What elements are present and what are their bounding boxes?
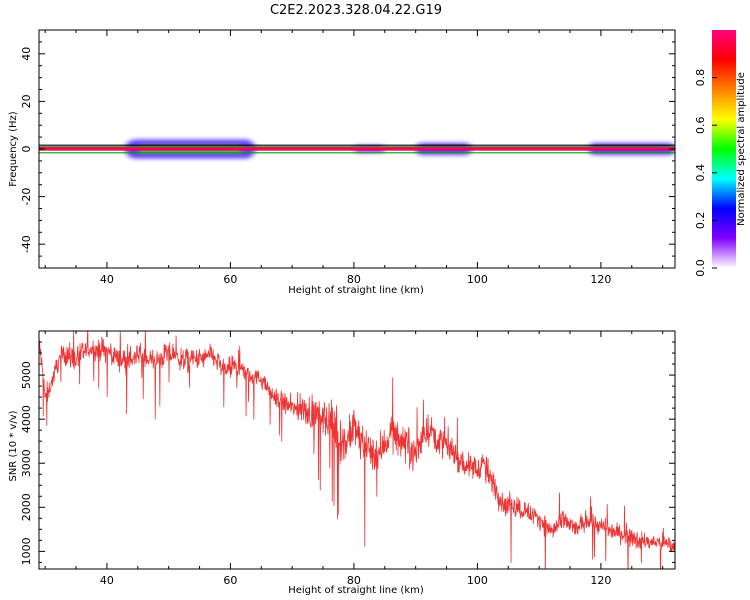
- snr-y-axis-label: SNR (10 * v/v): [8, 410, 19, 481]
- snr-plot-area: [39, 331, 675, 569]
- spectrogram-y-tick-label: 40: [20, 47, 33, 61]
- snr-y-tick-label: 3000: [20, 449, 33, 477]
- spectrogram-panel: 40 60 80 100 120 -40 -20 0 20 40 Height of strai…: [8, 29, 676, 296]
- colorbar-tick-label: 0.6: [694, 116, 707, 134]
- colorbar: 0.0 0.2 0.4 0.6 0.8 Normalized spectral ampl…: [694, 30, 747, 277]
- spectrogram-y-tick-label: 20: [20, 94, 33, 108]
- snr-x-ticks: 40 60 80 100 120: [44, 331, 664, 587]
- snr-x-tick-label: 120: [590, 574, 611, 587]
- colorbar-ticks: 0.0 0.2 0.4 0.6 0.8: [694, 69, 717, 277]
- spectrogram-x-tick-label: 100: [467, 273, 488, 286]
- snr-y-ticks: 1000 2000 3000 4000 5000: [20, 330, 675, 565]
- spectrogram-y-tick-label: -20: [20, 188, 33, 206]
- colorbar-gradient: [712, 30, 736, 268]
- spectrogram-x-ticks: 40 60 80 100 120: [44, 30, 664, 286]
- spectrogram-band: [39, 144, 675, 154]
- colorbar-tick-label: 0.2: [694, 212, 707, 230]
- snr-panel: 40 60 80 100 120 1000 2000 3000 4000 5000 Height…: [8, 330, 676, 596]
- spectrogram-x-axis-label: Height of straight line (km): [288, 285, 424, 296]
- spectrogram-x-tick-label: 80: [347, 273, 361, 286]
- spectrogram-x-tick-label: 40: [100, 273, 114, 286]
- snr-x-tick-label: 60: [223, 574, 237, 587]
- colorbar-tick-label: 0.0: [694, 259, 707, 277]
- spectrogram-x-tick-label: 60: [223, 273, 237, 286]
- snr-x-tick-label: 80: [347, 574, 361, 587]
- figure-title: C2E2.2023.328.04.22.G19: [270, 3, 442, 18]
- snr-series-line: [39, 331, 675, 569]
- colorbar-label: Normalized spectral amplitude: [736, 72, 747, 226]
- snr-x-tick-label: 100: [467, 574, 488, 587]
- snr-y-tick-label: 4000: [20, 405, 33, 433]
- snr-y-tick-label: 1000: [20, 537, 33, 565]
- snr-frame: [38, 330, 676, 570]
- snr-y-tick-label: 2000: [20, 493, 33, 521]
- colorbar-tick-label: 0.4: [694, 164, 707, 182]
- snr-x-tick-label: 40: [100, 574, 114, 587]
- snr-x-axis-label: Height of straight line (km): [288, 585, 424, 596]
- colorbar-tick-label: 0.8: [694, 69, 707, 87]
- spectrogram-y-tick-label: -40: [20, 235, 33, 253]
- spectrogram-y-tick-label: 0: [20, 146, 33, 153]
- spectrogram-x-tick-label: 120: [590, 273, 611, 286]
- spectrogram-y-ticks: -40 -20 0 20 40: [20, 29, 675, 269]
- spectrogram-y-axis-label: Frequency (Hz): [8, 111, 19, 187]
- snr-y-tick-label: 5000: [20, 361, 33, 389]
